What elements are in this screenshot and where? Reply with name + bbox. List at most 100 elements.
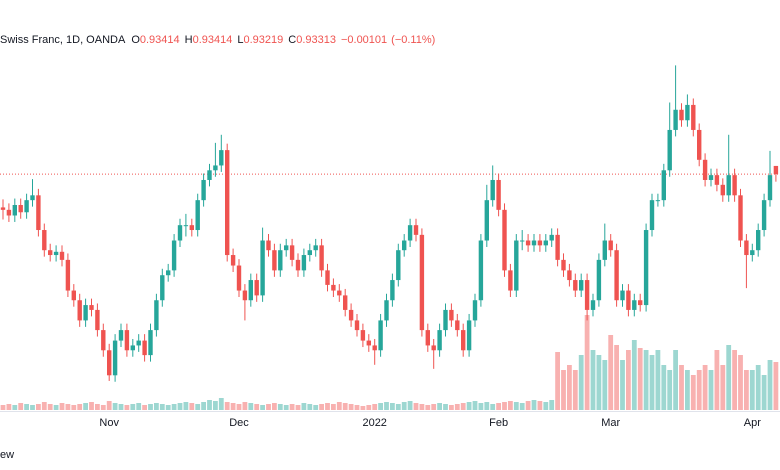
legend-ohlc-value: 0.93414	[193, 34, 233, 46]
candle-body	[18, 205, 23, 213]
volume-bar	[767, 360, 773, 410]
candle-body	[260, 240, 265, 296]
volume-bar	[525, 401, 531, 410]
volume-bar	[655, 350, 661, 410]
volume-bar	[277, 404, 283, 410]
legend-ohlc-label: O	[131, 34, 140, 46]
candle-body	[584, 280, 590, 310]
volume-bar	[555, 352, 560, 410]
volume-bar	[83, 403, 88, 410]
volume-bar	[0, 405, 6, 410]
x-tick-label: Nov	[99, 417, 119, 429]
volume-bar	[519, 403, 525, 410]
volume-bar	[631, 340, 637, 410]
candle-body	[83, 305, 88, 321]
volume-bar	[478, 403, 484, 410]
volume-bar	[236, 404, 242, 410]
volume-bar	[177, 403, 183, 410]
volume-bar	[6, 404, 12, 410]
candle-body	[744, 240, 749, 256]
candle-body	[171, 240, 177, 271]
candle-body	[95, 309, 100, 331]
volume-bar	[207, 400, 212, 410]
candle-body	[378, 320, 383, 351]
volume-bar	[549, 400, 555, 410]
volume-bar	[407, 401, 413, 410]
candle-body	[242, 290, 248, 301]
volume-bar	[71, 405, 77, 410]
volume-bar	[313, 405, 319, 410]
candle-body	[36, 195, 41, 231]
x-tick-label: Feb	[489, 417, 508, 429]
candle-body	[567, 270, 572, 281]
candle-body	[407, 225, 413, 241]
volume-bar	[230, 403, 236, 410]
candle-body	[608, 240, 613, 251]
volume-bar	[224, 402, 230, 410]
candle-body	[6, 209, 12, 216]
volume-bar	[584, 315, 590, 410]
candle-body	[502, 209, 507, 271]
candle-body	[632, 300, 637, 310]
volume-bar	[295, 405, 301, 410]
legend-change: −0.00101	[341, 34, 387, 46]
volume-bar	[24, 404, 29, 410]
candle-body	[425, 330, 430, 346]
volume-bar	[325, 403, 330, 410]
legend-ohlc-value: 0.93219	[243, 34, 283, 46]
candle-body	[195, 200, 200, 231]
volume-bar	[301, 403, 307, 410]
candle-body	[449, 309, 454, 321]
volume-bar	[59, 403, 65, 410]
candle-body	[166, 270, 171, 276]
volume-bar	[714, 350, 720, 410]
candle-body	[490, 179, 495, 201]
candle-body	[638, 300, 643, 306]
volume-bar	[637, 348, 643, 410]
volume-bar	[201, 402, 206, 410]
candle-body	[42, 230, 47, 251]
volume-bar	[41, 402, 47, 410]
candle-body	[555, 234, 560, 260]
candle-body	[396, 250, 401, 281]
volume-bar	[319, 404, 324, 410]
volume-bar	[36, 404, 41, 410]
candle-body	[101, 330, 106, 351]
volume-bar	[578, 355, 584, 410]
candle-body	[12, 205, 17, 216]
candle-body	[537, 240, 543, 246]
volume-bar	[395, 404, 401, 410]
candle-body	[207, 170, 212, 180]
candle-body	[661, 170, 666, 201]
volume-bar	[18, 403, 24, 410]
volume-bar	[112, 403, 118, 410]
candle-body	[284, 245, 289, 251]
volume-bar	[508, 401, 513, 410]
candle-body	[307, 250, 312, 256]
volume-bar	[165, 405, 171, 410]
volume-bar	[460, 403, 466, 410]
volume-bar	[749, 370, 755, 410]
volume-bar	[360, 406, 366, 410]
candle-body	[130, 345, 135, 351]
candle-body	[649, 200, 655, 231]
x-tick-label: 2022	[362, 417, 386, 429]
candle-body	[301, 255, 307, 271]
volume-bar	[513, 402, 519, 410]
volume-bar	[702, 365, 708, 410]
volume-bar	[366, 405, 372, 410]
volume-bar	[596, 355, 602, 410]
volume-bar	[218, 398, 224, 410]
candle-body	[531, 240, 537, 246]
candle-body	[720, 184, 725, 196]
volume-bar	[561, 370, 566, 410]
candle-body	[461, 330, 466, 351]
legend-ohlc-label: C	[288, 34, 296, 46]
volume-bar	[744, 370, 749, 410]
candle-body	[189, 225, 194, 231]
x-tick-label: Dec	[229, 417, 249, 429]
volume-bar	[496, 403, 501, 410]
candle-body	[148, 330, 153, 356]
volume-bar	[307, 404, 313, 410]
